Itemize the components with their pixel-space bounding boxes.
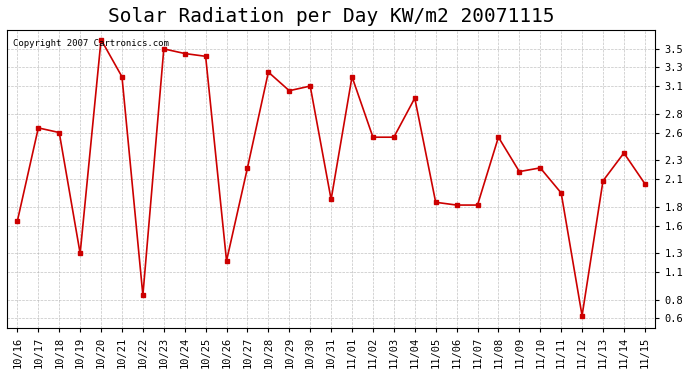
Title: Solar Radiation per Day KW/m2 20071115: Solar Radiation per Day KW/m2 20071115 (108, 7, 554, 26)
Text: Copyright 2007 Cartronics.com: Copyright 2007 Cartronics.com (13, 39, 169, 48)
